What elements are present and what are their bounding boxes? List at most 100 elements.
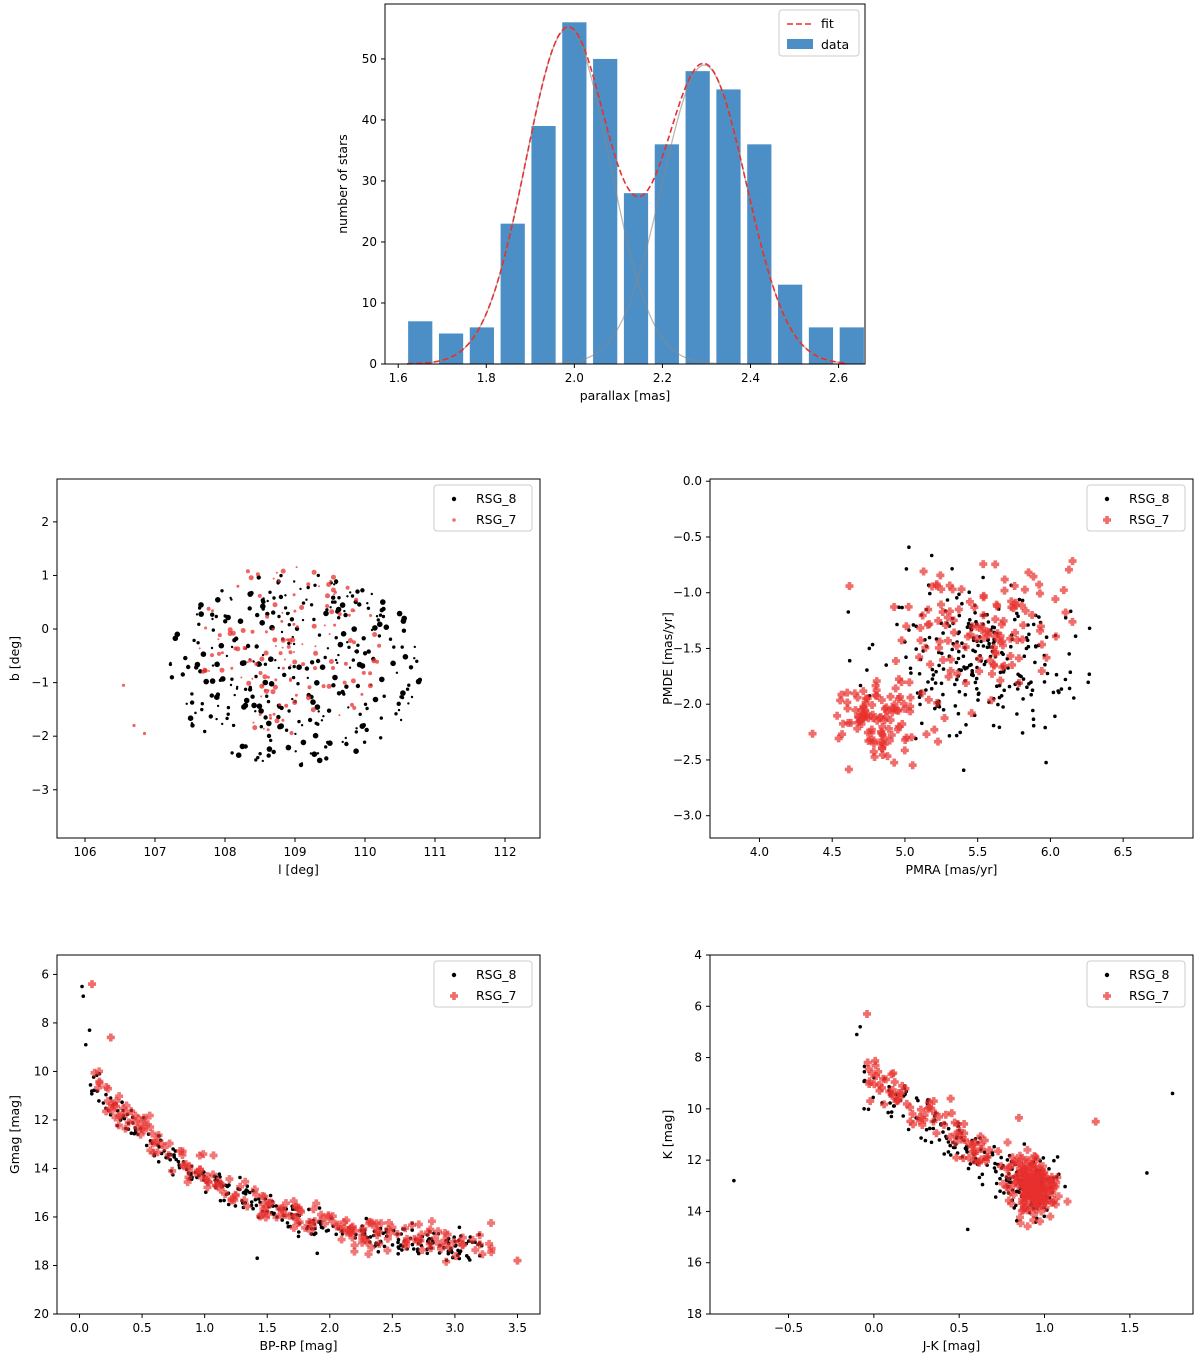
pm-point-RSG_8 (1015, 712, 1019, 716)
pm-point-RSG_7 (906, 702, 915, 711)
cmd1-point-RSG_8 (129, 1131, 134, 1135)
sky-point-RSG_7 (272, 684, 278, 690)
pm-point-RSG_7 (1015, 679, 1024, 688)
pm-point-RSG_8 (950, 647, 954, 652)
sky-point-RSG_8 (296, 682, 300, 686)
cmd2-point-RSG_7 (1063, 1197, 1072, 1206)
cmd2-x-tick-label: 0.0 (864, 1321, 883, 1335)
pm-x-tick-label: 5.5 (968, 845, 987, 859)
sky-point-RSG_8 (333, 583, 336, 586)
sky-point-RSG_8 (185, 702, 188, 705)
pm-point-RSG_7 (836, 696, 845, 705)
pm-point-RSG_7 (939, 655, 948, 664)
cmd2-point-RSG_7 (1026, 1180, 1035, 1189)
pm-point-RSG_8 (975, 687, 979, 691)
cmd1-point-RSG_7 (373, 1231, 382, 1240)
pm-point-RSG_8 (1013, 617, 1017, 622)
sky-point-RSG_8 (358, 712, 362, 716)
cmd2-point-RSG_7 (1054, 1192, 1063, 1201)
cmd2-point-RSG_7 (960, 1136, 969, 1145)
sky-point-RSG_8 (259, 725, 263, 729)
sky-point-RSG_7 (284, 703, 289, 708)
cmd2-point-RSG_7 (946, 1094, 955, 1103)
pm-point-RSG_7 (845, 582, 854, 591)
sky-point-RSG_7 (274, 645, 277, 647)
cmd1-point-RSG_8 (412, 1247, 416, 1251)
cmd2-point-RSG_7 (1053, 1173, 1062, 1182)
sky-point-RSG_8 (362, 651, 368, 656)
sky-y-tick-label: 0 (41, 622, 49, 636)
pm-legend-marker-RSG_8 (1104, 496, 1110, 502)
sky-point-RSG_7 (306, 695, 311, 701)
sky-point-RSG_8 (309, 603, 314, 607)
cmd1-point-RSG_8 (396, 1245, 401, 1249)
pm-point-RSG_8 (1015, 687, 1020, 691)
pm-point-RSG_7 (868, 700, 877, 709)
gaia-cmd-panel: 0.0 0.5 1.0 1.5 2.0 2.5 3.0 3.5 6 8 10 12 14 16 18 20 BP… (7, 954, 541, 1353)
hist-x-label: parallax [mas] (580, 388, 670, 403)
hist-y-tick-label: 10 (362, 296, 377, 310)
sky-point-RSG_8 (233, 693, 236, 697)
pm-point-RSG_8 (956, 656, 961, 661)
pm-point-RSG_8 (961, 654, 966, 658)
cmd2-point-RSG_7 (1037, 1187, 1046, 1196)
cmd2-point-RSG_7 (880, 1100, 889, 1109)
sky-point-RSG_8 (262, 679, 269, 686)
sky-point-RSG_8 (247, 687, 253, 692)
cmd2-axes-frame (709, 954, 1194, 1315)
cmd1-point-RSG_7 (449, 1237, 458, 1246)
cmd1-point-RSG_8 (227, 1183, 231, 1187)
sky-point-RSG_7 (352, 705, 357, 710)
pm-point-RSG_7 (938, 608, 947, 617)
sky-point-RSG_8 (211, 628, 215, 632)
pm-point-RSG_8 (971, 648, 975, 653)
pm-point-RSG_7 (925, 620, 934, 629)
sky-point-RSG_8 (397, 708, 401, 712)
cmd1-axes-frame (56, 954, 541, 1315)
pm-point-RSG_8 (926, 680, 930, 684)
histogram-bar (469, 327, 494, 364)
hist-y-tick-label: 40 (362, 113, 377, 127)
pm-point-RSG_7 (844, 718, 853, 727)
pm-point-RSG_7 (864, 714, 873, 723)
sky-point-RSG_7 (292, 700, 298, 705)
cmd2-point-RSG_7 (1091, 1117, 1100, 1126)
sky-point-RSG_8 (216, 704, 220, 708)
cmd2-point-RSG_7 (947, 1109, 956, 1118)
pm-point-RSG_8 (1029, 692, 1033, 697)
pm-point-RSG_7 (1028, 611, 1037, 620)
cmd1-point-RSG_7 (95, 1079, 104, 1088)
cmd1-point-RSG_7 (393, 1230, 402, 1239)
cmd1-point-RSG_7 (383, 1234, 392, 1243)
sky-point-RSG_7 (211, 609, 214, 613)
sky-point-RSG_8 (287, 623, 291, 627)
sky-point-RSG_8 (336, 691, 342, 696)
sky-point-RSG_8 (260, 603, 266, 610)
sky-point-RSG_8 (299, 587, 302, 591)
pm-point-RSG_8 (930, 667, 935, 672)
cmd2-point-RSG_8 (866, 1107, 871, 1112)
pm-point-RSG_7 (871, 681, 880, 690)
sky-point-RSG_8 (408, 665, 414, 670)
cmd1-point-RSG_7 (289, 1197, 298, 1206)
sky-point-RSG_8 (353, 748, 359, 754)
sky-y-tick-label: 1 (41, 568, 49, 582)
sky-point-RSG_8 (351, 658, 355, 662)
sky-point-RSG_7 (368, 671, 373, 676)
pm-point-RSG_8 (957, 613, 962, 618)
pm-point-RSG_7 (999, 616, 1008, 625)
cmd2-point-RSG_8 (980, 1172, 985, 1177)
cmd2-point-RSG_7 (1006, 1188, 1015, 1197)
cmd1-point-RSG_8 (249, 1200, 254, 1204)
cmd1-point-RSG_7 (209, 1170, 218, 1179)
pm-point-RSG_8 (956, 711, 961, 716)
cmd2-legend-marker-RSG_8 (1104, 972, 1110, 978)
pm-point-RSG_7 (953, 669, 962, 678)
cmd1-point-RSG_7 (122, 1101, 131, 1110)
cmd1-point-RSG_8 (97, 1099, 101, 1103)
cmd1-point-RSG_8 (120, 1100, 124, 1104)
pm-point-RSG_8 (933, 706, 937, 711)
cmd1-point-RSG_7 (317, 1210, 326, 1219)
pm-point-RSG_8 (954, 660, 959, 665)
cmd1-point-RSG_7 (240, 1196, 249, 1205)
